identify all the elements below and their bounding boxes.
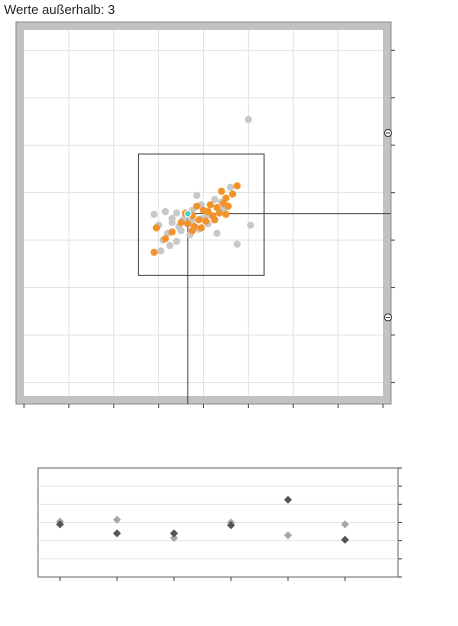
data-point <box>197 224 205 232</box>
zscore-marker <box>341 520 349 529</box>
zscore-marker <box>113 515 121 524</box>
zscore-marker <box>341 535 349 544</box>
data-point <box>157 247 165 255</box>
data-point <box>168 228 176 236</box>
data-point <box>177 227 185 235</box>
data-point <box>168 218 176 227</box>
data-point <box>161 208 169 216</box>
data-point <box>244 115 252 124</box>
data-point <box>202 217 210 225</box>
target-box <box>137 153 265 276</box>
data-point <box>193 202 201 210</box>
data-point <box>229 190 237 198</box>
data-point <box>166 241 174 250</box>
data-point <box>150 248 158 256</box>
data-point <box>247 221 255 229</box>
scatter-chart[interactable] <box>15 21 395 408</box>
data-point <box>213 229 221 237</box>
data-point <box>204 208 212 216</box>
outside-values-label: Werte außerhalb: 3 <box>4 2 116 17</box>
highlight-point <box>184 209 192 218</box>
data-point <box>211 216 219 224</box>
data-point <box>206 201 214 209</box>
zscore-marker <box>170 529 178 538</box>
zscore-chart[interactable] <box>37 467 402 581</box>
data-point <box>177 218 185 227</box>
zscore-marker <box>227 521 235 530</box>
data-point <box>211 195 219 204</box>
data-point <box>188 227 196 235</box>
data-point <box>172 237 181 246</box>
data-point <box>152 224 160 232</box>
data-point <box>172 209 181 217</box>
data-point <box>222 210 230 218</box>
data-point <box>215 209 223 217</box>
data-point <box>184 220 192 228</box>
data-point <box>213 203 221 212</box>
data-point <box>233 182 241 190</box>
data-point <box>193 191 201 199</box>
data-point <box>222 194 230 202</box>
zscore-marker <box>170 533 178 542</box>
zscore-marker <box>56 520 64 529</box>
zscore-marker <box>284 531 292 540</box>
data-point <box>161 235 169 243</box>
data-point <box>150 210 158 218</box>
data-point <box>195 216 203 224</box>
data-point <box>224 202 232 210</box>
zscore-marker <box>284 495 292 504</box>
zscore-marker <box>113 529 121 538</box>
data-point <box>217 187 226 195</box>
data-point <box>233 240 241 248</box>
data-point <box>226 183 235 191</box>
